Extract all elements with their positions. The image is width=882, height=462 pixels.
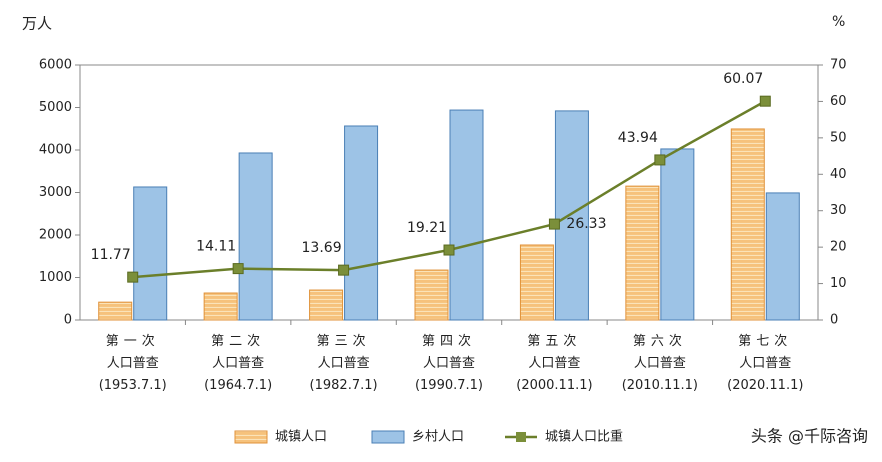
- x-tick-label: 第五次人口普查(2000.11.1): [516, 333, 592, 393]
- bar: [309, 289, 344, 321]
- y-tick-label: 2000: [39, 228, 72, 243]
- y2-tick-label: 30: [830, 203, 847, 218]
- line-marker: [443, 244, 455, 256]
- y-tick-label: 6000: [39, 58, 72, 73]
- y2-tick-label: 60: [830, 94, 847, 109]
- legend-marker: [516, 432, 526, 442]
- line-marker: [232, 263, 244, 275]
- bar: [730, 128, 765, 321]
- bar: [625, 185, 660, 321]
- line-marker: [759, 95, 771, 107]
- data-label: 60.07: [723, 71, 763, 87]
- line-marker: [548, 218, 560, 230]
- x-tick-label: 第一次人口普查(1953.7.1): [99, 333, 167, 393]
- line-marker: [127, 271, 139, 283]
- bar: [133, 186, 168, 321]
- y2-tick-label: 50: [830, 130, 847, 145]
- bar: [98, 301, 133, 321]
- y-tick-label: 0: [64, 313, 72, 328]
- plot-frame: [79, 64, 819, 321]
- x-tick-label: 第三次人口普查(1982.7.1): [310, 333, 378, 393]
- legend-label: 乡村人口: [412, 430, 464, 445]
- x-tick-label: 第七次人口普查(2020.11.1): [727, 333, 803, 393]
- y2-tick-label: 70: [830, 58, 847, 73]
- y-tick-label: 1000: [39, 270, 72, 285]
- data-label: 26.33: [566, 216, 606, 232]
- y-tick-label: 4000: [39, 143, 72, 158]
- data-label: 14.11: [196, 239, 236, 255]
- legend-swatch: [234, 430, 268, 444]
- data-label: 13.69: [302, 240, 342, 256]
- bar: [449, 109, 484, 321]
- x-tick-label: 第六次人口普查(2010.11.1): [622, 333, 698, 393]
- data-label: 19.21: [407, 220, 447, 236]
- y2-tick-label: 10: [830, 276, 847, 291]
- legend-label: 城镇人口: [275, 430, 327, 445]
- y2-tick-label: 40: [830, 167, 847, 182]
- bar: [238, 152, 273, 321]
- y-tick-label: 3000: [39, 185, 72, 200]
- legend-label: 城镇人口比重: [545, 429, 623, 445]
- data-label: 43.94: [618, 130, 658, 146]
- bar: [660, 148, 695, 321]
- bar: [765, 192, 800, 321]
- data-label: 11.77: [91, 247, 131, 263]
- y2-axis-label: %: [832, 14, 845, 30]
- bar: [414, 269, 449, 321]
- bar: [203, 292, 238, 321]
- bar: [519, 244, 554, 321]
- y-tick-label: 5000: [39, 100, 72, 115]
- y2-tick-label: 20: [830, 240, 847, 255]
- x-tick-label: 第二次人口普查(1964.7.1): [204, 333, 272, 393]
- bar: [554, 110, 589, 321]
- y-axis-label: 万人: [22, 15, 52, 33]
- watermark: 头条 @千际咨询: [751, 427, 868, 446]
- bar: [344, 125, 379, 321]
- legend-swatch: [371, 430, 405, 444]
- line-marker: [338, 264, 350, 276]
- y2-tick-label: 0: [830, 313, 838, 328]
- line-marker: [654, 154, 666, 166]
- x-tick-label: 第四次人口普查(1990.7.1): [415, 333, 483, 393]
